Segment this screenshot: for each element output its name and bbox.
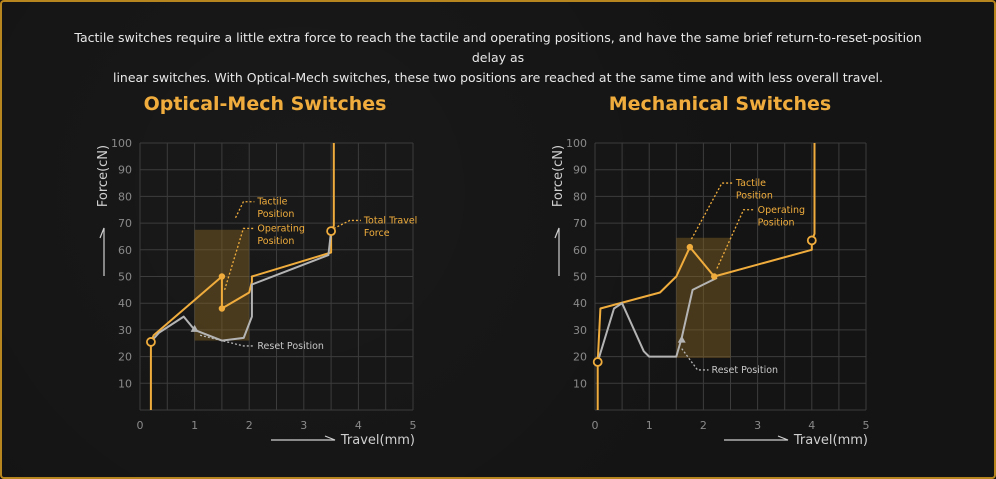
optical-annotation-leader bbox=[199, 334, 255, 347]
mechanical-xtick-label: 2 bbox=[700, 419, 707, 432]
optical-y-axis-label: Force(cN) bbox=[96, 145, 111, 207]
mechanical-y-axis-label: Force(cN) bbox=[551, 145, 566, 207]
mechanical-marker-hollow bbox=[592, 357, 603, 367]
optical-annotation-label: Total Travel bbox=[363, 215, 417, 226]
mechanical-ytick-label: 70 bbox=[573, 217, 587, 230]
mechanical-xtick-label: 0 bbox=[592, 419, 599, 432]
intro-line-1: Tactile switches require a little extra … bbox=[74, 30, 922, 65]
optical-ytick-label: 80 bbox=[118, 190, 132, 203]
optical-annotation-leader bbox=[234, 201, 255, 219]
mechanical-annotation-leader bbox=[716, 209, 755, 269]
mechanical-ytick-label: 100 bbox=[566, 137, 587, 150]
mechanical-xtick-label: 1 bbox=[646, 419, 653, 432]
mechanical-ytick-label: 60 bbox=[573, 244, 587, 257]
optical-marker-filled bbox=[218, 273, 226, 280]
optical-marker-hollow bbox=[326, 226, 337, 237]
mechanical-xtick-label: 4 bbox=[808, 419, 815, 432]
mechanical-annotation-label: Tactile bbox=[735, 178, 766, 189]
mechanical-annotation-label: Reset Position bbox=[712, 365, 779, 376]
mechanical-annotation-label: Position bbox=[736, 191, 773, 202]
mechanical-x-axis-arrow bbox=[724, 435, 789, 441]
mechanical-ytick-label: 20 bbox=[573, 351, 587, 364]
mechanical-annotation-label: Position bbox=[758, 217, 795, 228]
optical-xtick-label: 3 bbox=[300, 419, 307, 432]
optical-ytick-label: 10 bbox=[118, 377, 132, 390]
optical-annotation-leader bbox=[224, 227, 255, 291]
chart-title-mechanical: Mechanical Switches bbox=[608, 93, 832, 115]
mechanical-ytick-label: 50 bbox=[573, 271, 587, 284]
mechanical-ytick-label: 40 bbox=[573, 297, 587, 310]
optical-xtick-label: 4 bbox=[355, 419, 362, 432]
optical-x-axis-label: Travel(mm) bbox=[340, 433, 415, 448]
optical-ytick-label: 20 bbox=[118, 351, 132, 364]
optical-ytick-label: 30 bbox=[118, 324, 132, 337]
mechanical-marker-filled bbox=[711, 273, 718, 280]
mechanical-annotation-label: Operating bbox=[758, 205, 806, 216]
optical-xtick-label: 2 bbox=[246, 419, 253, 432]
optical-x-axis-arrow bbox=[271, 435, 336, 441]
mechanical-ytick-label: 80 bbox=[573, 190, 587, 203]
optical-ytick-label: 90 bbox=[118, 164, 132, 177]
mechanical-ytick-label: 90 bbox=[573, 164, 587, 177]
optical-marker-arrow bbox=[190, 324, 199, 332]
optical-annotation-label: Operating bbox=[257, 223, 305, 234]
mechanical-grid bbox=[594, 142, 867, 411]
optical-marker-hollow bbox=[146, 337, 156, 347]
optical-ytick-label: 40 bbox=[118, 297, 132, 310]
optical-ytick-label: 50 bbox=[118, 271, 132, 284]
intro-line-2: linear switches. With Optical-Mech switc… bbox=[112, 70, 883, 85]
optical-xtick-label: 0 bbox=[137, 419, 144, 432]
mechanical-xtick-label: 3 bbox=[754, 419, 761, 432]
optical-ytick-label: 100 bbox=[111, 137, 132, 150]
optical-release-curve bbox=[150, 230, 333, 343]
mechanical-annotation-leader bbox=[690, 182, 733, 240]
mechanical-y-axis-arrow bbox=[554, 227, 560, 276]
mechanical-marker-arrow bbox=[677, 335, 686, 343]
optical-annotation-label: Tactile bbox=[256, 197, 287, 208]
mechanical-ytick-label: 30 bbox=[573, 324, 587, 337]
optical-annotation-label: Position bbox=[257, 209, 294, 220]
mechanical-marker-hollow bbox=[806, 235, 817, 246]
mechanical-xtick-label: 5 bbox=[863, 419, 870, 432]
optical-ytick-label: 60 bbox=[118, 244, 132, 257]
optical-annotation-label: Reset Position bbox=[257, 341, 324, 352]
optical-ytick-label: 70 bbox=[118, 217, 132, 230]
optical-y-axis-arrow bbox=[99, 227, 105, 276]
optical-xtick-label: 1 bbox=[191, 419, 198, 432]
intro-text: Tactile switches require a little extra … bbox=[60, 28, 936, 88]
mechanical-marker-filled bbox=[686, 243, 694, 251]
mechanical-release-curve bbox=[596, 276, 718, 363]
optical-annotation-label: Force bbox=[364, 228, 390, 239]
mechanical-annotation-leader bbox=[681, 348, 709, 371]
optical-marker-filled bbox=[218, 305, 226, 312]
chart-title-optical: Optical-Mech Switches bbox=[143, 93, 387, 115]
optical-xtick-label: 5 bbox=[410, 419, 417, 432]
optical-annotation-leader bbox=[333, 219, 361, 230]
optical-annotation-label: Position bbox=[257, 236, 294, 247]
mechanical-ytick-label: 10 bbox=[573, 377, 587, 390]
mechanical-x-axis-label: Travel(mm) bbox=[793, 433, 868, 448]
